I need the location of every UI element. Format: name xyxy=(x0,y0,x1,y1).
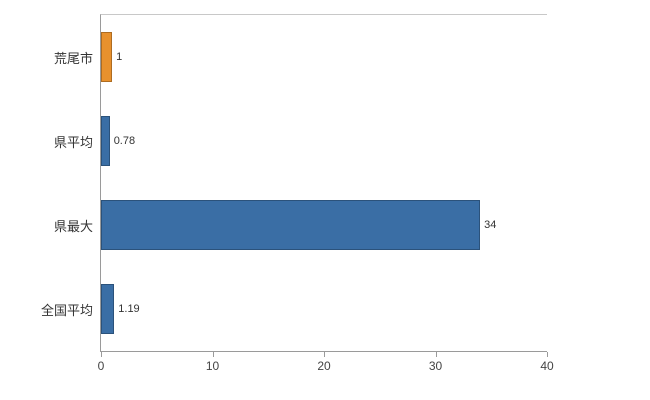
chart-row: 全国平均 1.19 xyxy=(41,267,547,351)
x-axis-tick-mark xyxy=(435,352,437,357)
x-axis-tick-mark xyxy=(547,352,548,357)
x-axis-tick-mark xyxy=(324,352,325,357)
bar xyxy=(101,199,481,251)
x-axis-tick-mark xyxy=(212,352,214,357)
x-axis-tick-label: 30 xyxy=(428,359,443,373)
x-axis-tick-label: 40 xyxy=(540,359,554,373)
x-axis-tick-label: 10 xyxy=(205,359,220,373)
value-label: 0.78 xyxy=(113,135,136,147)
x-axis-tick-label: 20 xyxy=(317,359,331,373)
chart-row: 県最大 34 xyxy=(54,183,547,267)
x-axis-tick-mark xyxy=(101,352,102,357)
category-label: 全国平均 xyxy=(40,302,93,318)
plot-area: 荒尾市 1 県平均 0.78 県最大 34 全国平均 1.19 0 10 20 30 40 xyxy=(41,14,554,373)
value-label: 1.19 xyxy=(118,303,140,315)
value-label: 34 xyxy=(484,219,497,231)
category-label: 荒尾市 xyxy=(53,50,93,66)
chart-row: 県平均 0.78 xyxy=(54,99,547,183)
chart-row: 荒尾市 1 xyxy=(54,15,547,99)
value-label: 1 xyxy=(116,51,123,63)
bar xyxy=(101,115,110,167)
bar xyxy=(101,31,113,83)
category-label: 県平均 xyxy=(53,134,93,150)
bar xyxy=(101,283,115,335)
category-label: 県最大 xyxy=(53,218,93,234)
x-axis-tick-label: 0 xyxy=(97,359,105,373)
